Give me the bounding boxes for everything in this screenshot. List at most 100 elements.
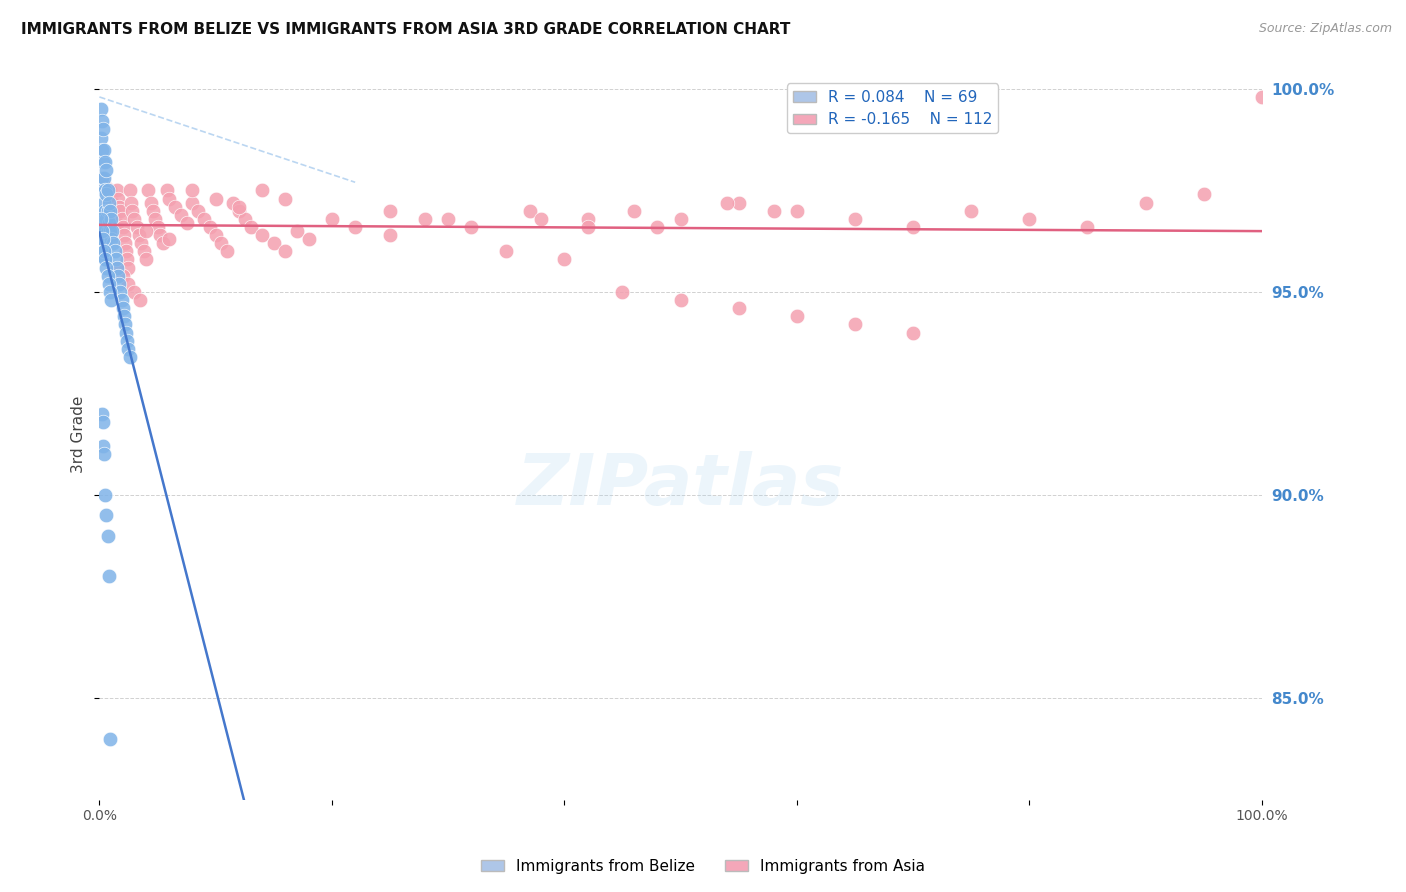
Point <box>576 219 599 234</box>
Point <box>344 219 367 234</box>
Point <box>1018 211 1040 226</box>
Point <box>91 232 114 246</box>
Point <box>647 219 669 234</box>
Point <box>187 203 209 218</box>
Point <box>90 102 112 116</box>
Point <box>530 211 553 226</box>
Point <box>112 228 135 243</box>
Point <box>117 277 139 291</box>
Point <box>100 211 122 226</box>
Point <box>762 203 785 218</box>
Point <box>669 293 692 307</box>
Point <box>111 301 134 316</box>
Point <box>274 244 297 259</box>
Point <box>94 252 117 267</box>
Point <box>105 260 128 275</box>
Point <box>103 203 125 218</box>
Point <box>786 310 808 324</box>
Point <box>98 224 121 238</box>
Point <box>152 236 174 251</box>
Point <box>94 224 117 238</box>
Point <box>98 183 121 197</box>
Point <box>91 211 114 226</box>
Point <box>129 293 152 307</box>
Point <box>90 130 112 145</box>
Point <box>93 244 115 259</box>
Point <box>193 211 215 226</box>
Point <box>553 252 575 267</box>
Point <box>623 203 645 218</box>
Point <box>495 244 517 259</box>
Point <box>146 219 169 234</box>
Point <box>93 244 115 259</box>
Point <box>91 183 114 197</box>
Point <box>181 195 204 210</box>
Point <box>460 219 482 234</box>
Point <box>298 232 321 246</box>
Point <box>143 211 166 226</box>
Point <box>519 203 541 218</box>
Point <box>97 203 120 218</box>
Point <box>91 439 114 453</box>
Point <box>94 252 117 267</box>
Point <box>844 318 866 332</box>
Point <box>960 203 983 218</box>
Point <box>96 508 118 523</box>
Point <box>98 203 121 218</box>
Point <box>129 236 152 251</box>
Point <box>97 183 120 197</box>
Point <box>90 224 112 238</box>
Point <box>110 203 132 218</box>
Point <box>93 143 115 157</box>
Point <box>263 236 285 251</box>
Point <box>96 163 118 178</box>
Point <box>90 211 112 226</box>
Point <box>1076 219 1098 234</box>
Point <box>163 200 186 214</box>
Point <box>142 203 165 218</box>
Point <box>115 326 138 340</box>
Point <box>118 183 141 197</box>
Point <box>157 232 180 246</box>
Point <box>97 268 120 283</box>
Point <box>181 183 204 197</box>
Y-axis label: 3rd Grade: 3rd Grade <box>72 395 86 473</box>
Point <box>1135 195 1157 210</box>
Point <box>94 219 117 234</box>
Point <box>576 211 599 226</box>
Point <box>132 244 155 259</box>
Point <box>612 285 634 299</box>
Point <box>96 211 118 226</box>
Point <box>110 211 132 226</box>
Point <box>105 183 128 197</box>
Point <box>321 211 343 226</box>
Point <box>94 155 117 169</box>
Point <box>285 224 308 238</box>
Point <box>90 143 112 157</box>
Point <box>170 208 193 222</box>
Point <box>125 219 148 234</box>
Point <box>117 342 139 356</box>
Point <box>91 415 114 429</box>
Point <box>124 285 146 299</box>
Point <box>437 211 460 226</box>
Point <box>94 488 117 502</box>
Point <box>103 236 125 251</box>
Point <box>233 211 256 226</box>
Point <box>222 195 245 210</box>
Point <box>136 183 159 197</box>
Point <box>108 277 131 291</box>
Point <box>97 529 120 543</box>
Point <box>100 211 122 226</box>
Point <box>157 192 180 206</box>
Point <box>117 334 139 348</box>
Point <box>101 195 124 210</box>
Point <box>139 195 162 210</box>
Point <box>413 211 436 226</box>
Point <box>100 232 122 246</box>
Point <box>97 569 120 583</box>
Point <box>786 203 808 218</box>
Point <box>176 216 198 230</box>
Point <box>1192 187 1215 202</box>
Point <box>93 219 115 234</box>
